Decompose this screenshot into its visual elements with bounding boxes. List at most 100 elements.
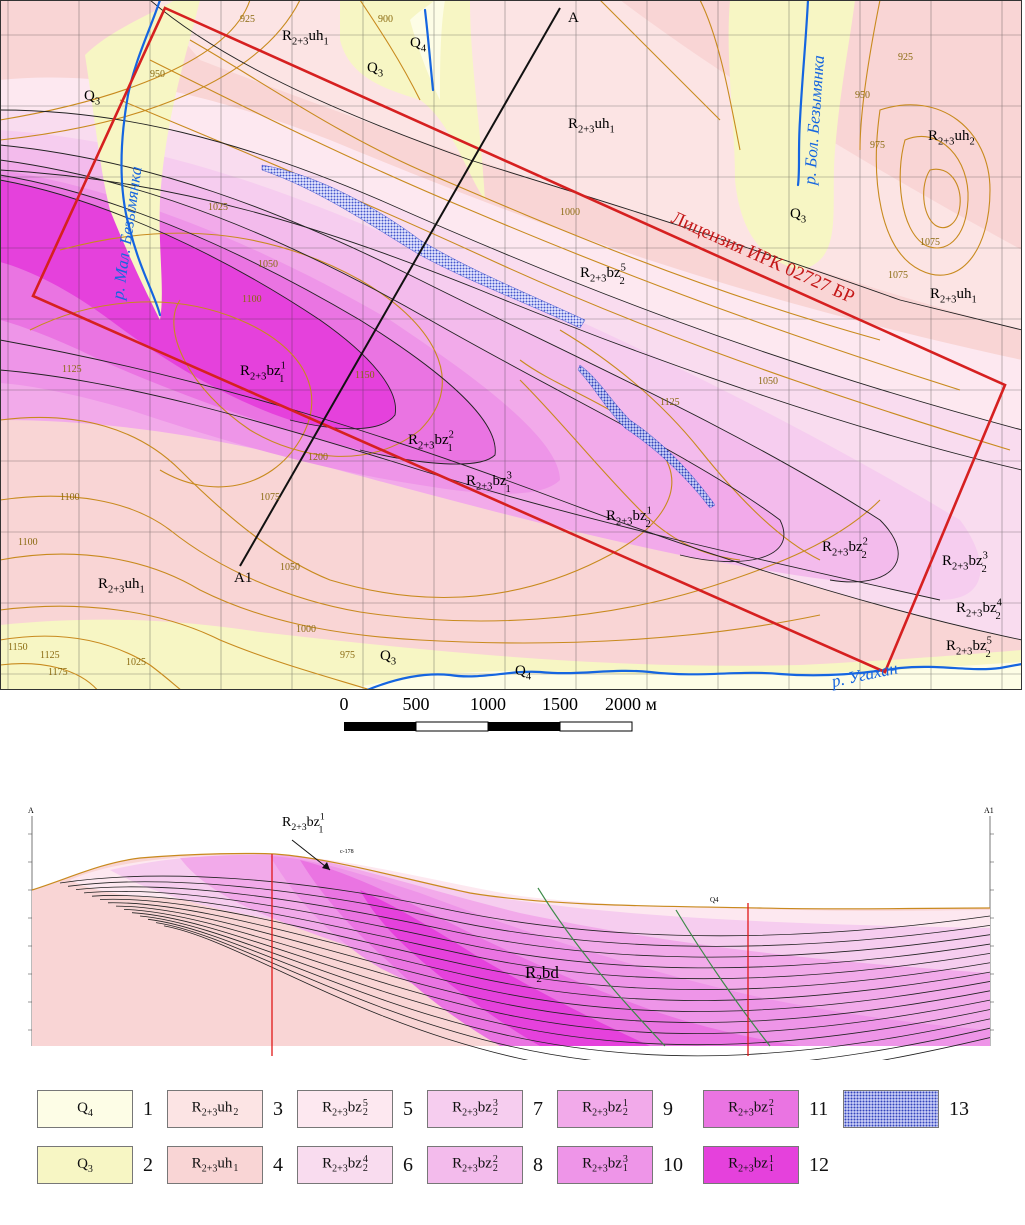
contour-value-label: 1050 — [758, 376, 778, 387]
boundary-line — [149, 0, 1022, 331]
formation-label: Q3 — [367, 60, 383, 80]
ore-body-south — [577, 364, 716, 509]
legend-number: 6 — [403, 1154, 413, 1176]
legend-swatch: R2+3uh 1 — [167, 1146, 263, 1184]
section-layer-line — [115, 905, 991, 1012]
scale-seg-2 — [415, 721, 489, 732]
well-label: с-178 — [340, 849, 354, 855]
section-layer-line — [83, 890, 991, 969]
contour-line — [0, 605, 373, 690]
formation-label: R2+3bz2 1 — [408, 429, 454, 454]
legend-swatch-label: R2+3bz 1 2 — [582, 1098, 628, 1119]
contour-line — [59, 232, 443, 457]
contour-line — [0, 553, 821, 644]
geological-map[interactable]: R2+3uh1 Q4 Q3 Q3 R2+3uh1 R2+3uh2 Q3 R2+3bz5 2 R2+… — [0, 0, 1025, 693]
section-layer-line — [99, 898, 991, 990]
contour-line — [899, 135, 969, 249]
contour-value-label: 975 — [340, 650, 355, 661]
unit-bz1-1-area — [0, 180, 396, 429]
section-main-label: R2bd — [525, 963, 559, 985]
legend-number: 7 — [533, 1098, 543, 1120]
formation-label: R2+3bz2 2 — [822, 536, 868, 561]
legend-number: 13 — [949, 1098, 969, 1120]
contour-value-label: 1150 — [355, 370, 375, 381]
legend-number: 10 — [663, 1154, 683, 1176]
legend-swatch: R2+3bz 3 1 — [557, 1146, 653, 1184]
contour-line — [599, 0, 721, 121]
section-layer-line — [67, 881, 991, 947]
section-fault-2 — [675, 909, 771, 1047]
legend-swatch: R2+3uh 2 — [167, 1090, 263, 1128]
contour-value-label: 1175 — [48, 667, 68, 678]
formation-label: Q4 — [410, 35, 427, 55]
q4-floodplain-north — [410, 0, 445, 100]
legend-number: 5 — [403, 1098, 413, 1120]
formation-label: R2+3bz3 2 — [942, 550, 988, 575]
contour-value-label: 1000 — [560, 207, 580, 218]
scale-bar: 0 500 1000 1500 2000 м — [0, 690, 1025, 745]
contour-value-label: 1100 — [242, 294, 262, 305]
formation-label: R2+3uh1 — [98, 576, 145, 596]
contour-value-label: 900 — [378, 14, 393, 25]
legend-number: 8 — [533, 1154, 543, 1176]
contour-value-label: 1075 — [888, 270, 908, 281]
contour-value-label: 1125 — [40, 650, 60, 661]
legend-swatch-label: Q3 — [77, 1155, 93, 1175]
legend-number: 4 — [273, 1154, 283, 1176]
legend-swatch: R2+3bz 2 2 — [427, 1146, 523, 1184]
contour-value-label: 1200 — [308, 452, 328, 463]
section-end-a-label: A — [568, 10, 579, 26]
section-end-a1-label: A1 — [234, 570, 252, 586]
legend-number: 1 — [143, 1098, 153, 1120]
section-canvas[interactable]: A A1 с-178 Q4 R2+3bz1 1 R2bd — [0, 798, 1025, 1079]
boundary-line — [0, 169, 1022, 471]
contour-line — [519, 379, 741, 561]
contour-line — [29, 301, 313, 488]
legend-swatch: R2+3bz 1 2 — [557, 1090, 653, 1128]
formation-label: R2+3bz5 2 — [580, 262, 626, 287]
geological-cross-section[interactable]: A A1 с-178 Q4 R2+3bz1 1 R2bd — [0, 798, 1025, 1079]
contour-line — [359, 0, 421, 101]
formation-label: Q3 — [380, 648, 396, 668]
legend-swatch: R2+3bz 1 1 — [703, 1146, 799, 1184]
boundary-line — [0, 179, 396, 430]
map-frame — [0, 0, 1022, 690]
scale-seg-4 — [559, 721, 633, 732]
section-fault-1 — [537, 887, 666, 1047]
contour-value-label: 1075 — [260, 492, 280, 503]
license-boundary[interactable] — [31, 6, 1007, 674]
formation-label: R2+3uh1 — [930, 286, 977, 306]
legend-swatch-label: R2+3uh 1 — [191, 1155, 239, 1175]
river-bol-bezymyanka — [796, 0, 810, 187]
contour-value-label: 975 — [870, 140, 885, 151]
section-layer-line — [139, 915, 991, 1046]
section-surface — [31, 852, 991, 910]
map-canvas[interactable]: R2+3uh1 Q4 Q3 Q3 R2+3uh1 R2+3uh2 Q3 R2+3bz5 2 R2+… — [0, 0, 1025, 693]
contour-value-label: 1025 — [126, 657, 146, 668]
contour-line — [0, 635, 182, 690]
river-small-north — [423, 8, 435, 92]
formation-label: R2+3bz3 1 — [466, 470, 512, 495]
formation-label: R2+3uh2 — [928, 128, 975, 148]
section-layer-line — [131, 912, 991, 1035]
contour-line — [699, 0, 741, 151]
boundary-line — [0, 339, 1022, 641]
contour-value-label: 1000 — [296, 624, 316, 635]
geologic-boundaries — [0, 0, 1022, 641]
contour-value-label: 1050 — [258, 259, 278, 270]
legend-number: 11 — [809, 1098, 829, 1120]
callout-arrow — [322, 862, 330, 870]
boundary-line — [0, 144, 899, 583]
legend-swatch-label: Q4 — [77, 1099, 93, 1119]
scale-tick-label: 0 — [340, 694, 349, 714]
section-line-a-a1[interactable] — [239, 7, 561, 567]
section-end-a1: A1 — [984, 806, 994, 815]
contour-line — [149, 59, 961, 391]
callout-leader — [291, 839, 331, 871]
legend-swatch-label: R2+3uh 2 — [191, 1099, 239, 1119]
legend-swatch-label: R2+3bz 2 1 — [728, 1098, 774, 1119]
contour-value-label: 1100 — [60, 492, 80, 503]
boundary-line — [0, 369, 941, 601]
contour-line — [923, 168, 961, 229]
legend-swatch-label: R2+3bz 4 2 — [322, 1154, 368, 1175]
